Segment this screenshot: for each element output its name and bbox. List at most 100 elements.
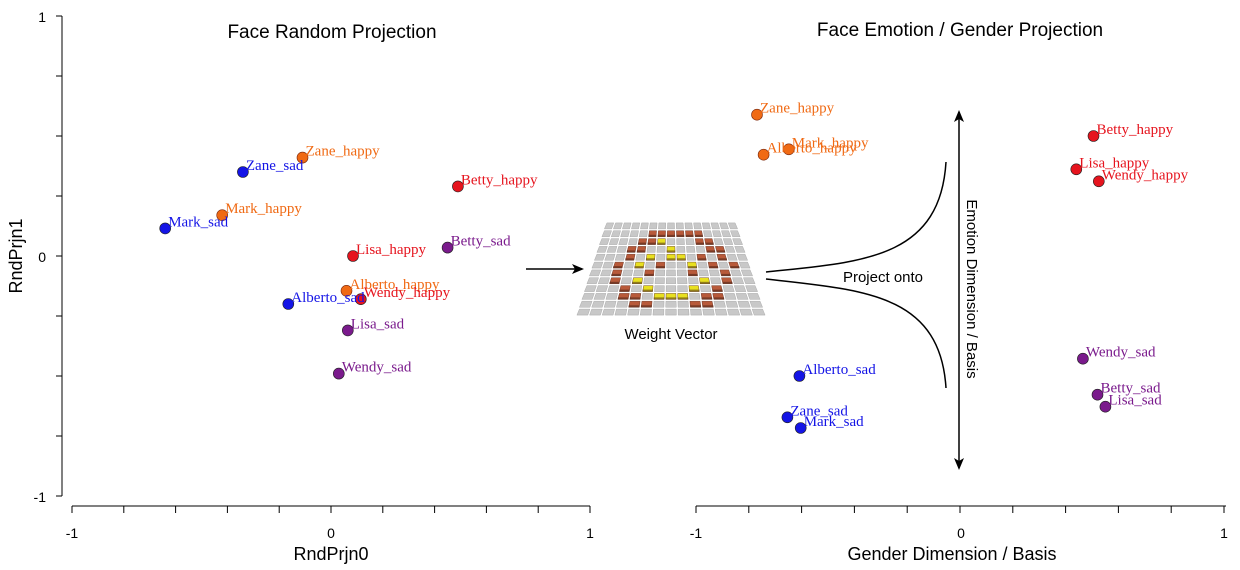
weight-cell <box>686 253 697 261</box>
weight-cell <box>604 222 615 230</box>
weight-cell <box>616 246 627 253</box>
weight-cell <box>737 301 751 308</box>
weight-cell <box>644 261 655 269</box>
point-label-mark-happy: Mark_happy <box>225 201 302 217</box>
weight-cell <box>734 246 746 253</box>
weight-cell <box>665 308 677 316</box>
weight-cell <box>677 308 690 316</box>
weight-cell-shadow <box>666 258 676 261</box>
weight-cell-shadow <box>613 266 623 269</box>
weight-cell <box>727 222 738 230</box>
weight-cell-shadow <box>706 250 716 253</box>
weight-cell-shadow <box>676 234 685 237</box>
weight-cell-shadow <box>666 250 676 253</box>
weight-cell-shadow <box>638 242 646 245</box>
weight-cell <box>654 277 665 284</box>
weight-cell-shadow <box>730 266 740 269</box>
weight-cell <box>653 301 665 308</box>
left-x-axis-title: RndPrjn0 <box>293 544 368 564</box>
weight-cell <box>623 261 635 269</box>
weight-cell-shadow <box>634 266 644 269</box>
left-x-tick-label-right: 1 <box>586 525 594 541</box>
weight-cell <box>703 230 713 238</box>
weight-cell-shadow <box>701 297 713 300</box>
weight-cell <box>714 308 728 316</box>
point-alberto-sad <box>793 370 806 382</box>
emotion-axis-label: Emotion Dimension / Basis <box>963 199 980 378</box>
weight-cell <box>739 308 753 316</box>
weight-cell <box>641 293 653 300</box>
point-mark-sad <box>159 222 171 235</box>
projection-diagram: Weight Vector Project onto <box>526 161 947 389</box>
weight-cell <box>628 238 638 245</box>
weight-cell <box>633 269 644 277</box>
point-wendy-happy <box>1093 175 1105 188</box>
weight-cell <box>718 261 730 269</box>
weight-cell <box>631 222 641 230</box>
point-label-zane-sad: Zane_sad <box>246 158 304 174</box>
point-betty-happy <box>1087 130 1100 142</box>
point-alberto-happy <box>340 284 353 297</box>
weight-cell <box>725 301 739 308</box>
point-label-alberto-happy: Alberto_happy <box>350 277 440 293</box>
weight-cell-shadow <box>646 258 655 261</box>
left-x-tick-label-left: -1 <box>66 525 79 541</box>
weight-cell-shadow <box>609 281 620 284</box>
weight-cell <box>646 246 656 253</box>
weight-cell <box>643 277 654 284</box>
weight-cell-shadow <box>625 258 634 261</box>
weight-cell <box>726 253 738 261</box>
point-label-alberto-happy: Alberto_happy <box>767 141 857 157</box>
point-mark-happy <box>782 143 795 156</box>
weight-cell-shadow <box>647 242 656 245</box>
weight-cell <box>698 269 709 277</box>
weight-cell <box>676 269 687 277</box>
point-label-wendy-happy: Wendy_happy <box>364 285 451 301</box>
weight-cell <box>730 230 741 238</box>
weight-cell-shadow <box>721 273 731 276</box>
weight-cell-shadow <box>628 305 640 308</box>
weight-cell <box>640 222 649 230</box>
point-label-betty-happy: Betty_happy <box>461 172 538 188</box>
point-label-alberto-sad: Alberto_sad <box>291 290 365 306</box>
weight-cell <box>666 269 676 277</box>
weight-cell <box>727 308 741 316</box>
weight-vector-label: Weight Vector <box>624 326 717 343</box>
point-betty-sad <box>441 241 454 254</box>
weight-cell-shadow <box>653 297 665 300</box>
weight-cell <box>665 285 677 292</box>
weight-cell <box>736 253 748 261</box>
weight-cell-shadow <box>667 234 675 237</box>
weight-cell <box>584 285 597 292</box>
point-alberto-sad <box>282 298 295 310</box>
weight-cell <box>579 301 593 308</box>
weight-cell <box>702 308 715 316</box>
left-x-ticks <box>71 506 591 513</box>
weight-cell-shadow <box>697 258 707 261</box>
weight-cell-shadow <box>722 281 733 284</box>
weight-cell <box>693 222 702 230</box>
weight-cell <box>695 246 706 253</box>
weight-cell-shadow <box>688 273 698 276</box>
point-wendy-happy <box>354 293 367 306</box>
point-wendy-sad <box>1077 352 1089 365</box>
weight-cell-shadow <box>712 289 723 292</box>
right-x-tick-label-mid: 0 <box>957 525 965 541</box>
weight-cell <box>618 238 629 245</box>
weight-cell <box>635 253 646 261</box>
point-label-zane-happy: Zane_happy <box>760 101 835 117</box>
weight-cell-shadow <box>657 242 666 245</box>
weight-cell-shadow <box>687 266 697 269</box>
weight-cell <box>613 222 623 230</box>
weight-cell-shadow <box>713 297 725 300</box>
weight-cell <box>591 261 604 269</box>
point-label-lisa-happy: Lisa_happy <box>1079 155 1149 171</box>
point-label-lisa-sad: Lisa_sad <box>1108 393 1162 409</box>
weight-cell <box>665 277 677 284</box>
point-zane-sad <box>781 411 794 424</box>
project-curve-lower <box>765 278 947 389</box>
weight-cell-shadow <box>629 297 641 300</box>
weight-cell <box>589 269 602 277</box>
weight-cell-shadow <box>695 234 703 237</box>
